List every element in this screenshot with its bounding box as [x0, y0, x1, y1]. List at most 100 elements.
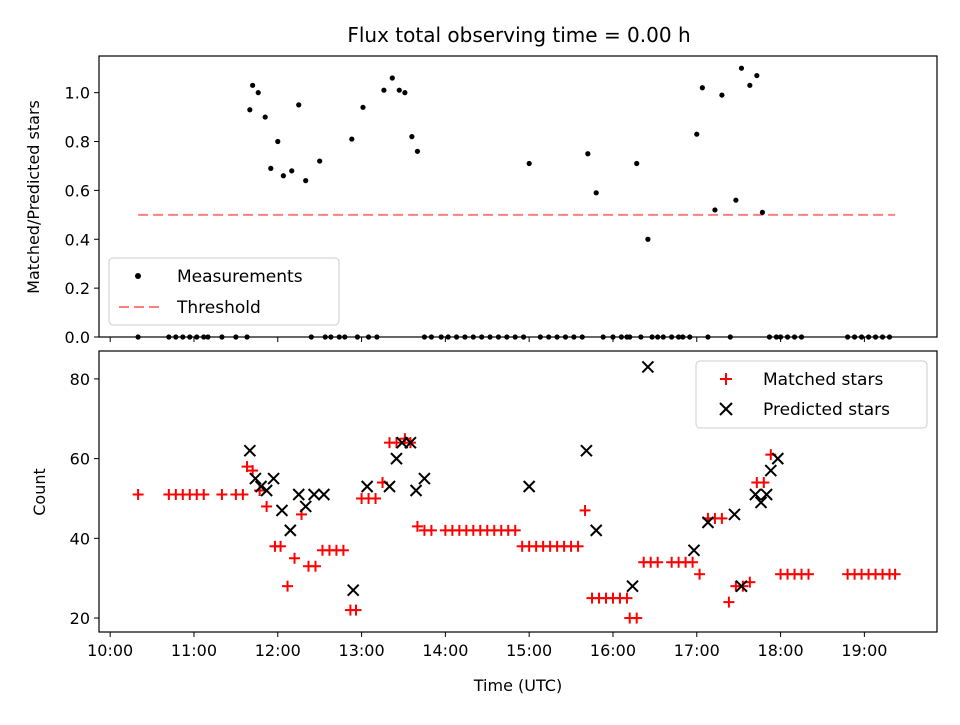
x-tick-label: 14:00 [422, 641, 468, 660]
measurement-point [512, 334, 518, 340]
x-tick-label: 13:00 [339, 641, 385, 660]
bottom-legend: Matched stars Predicted stars [695, 360, 928, 429]
predicted-star-point [390, 452, 403, 465]
measurement-point [354, 334, 360, 340]
predicted-star-point [754, 496, 768, 509]
measurement-point [244, 334, 250, 340]
top-legend-box [108, 257, 340, 326]
measurement-point [470, 334, 476, 340]
measurement-point [546, 334, 552, 340]
matched-star-point [261, 500, 273, 512]
matched-star-point [237, 488, 249, 500]
measurement-point [194, 334, 200, 340]
measurement-point [173, 334, 179, 340]
matched-star-point [370, 492, 382, 504]
predicted-star-point [760, 488, 773, 501]
measurement-point [402, 90, 408, 96]
measurement-point [618, 334, 624, 340]
predicted-star-point [284, 524, 297, 537]
measurement-point [759, 209, 766, 215]
measurement-point [303, 178, 309, 184]
measurement-point [289, 168, 295, 174]
measurement-point [554, 334, 560, 340]
predicted-star-point [317, 488, 331, 501]
measurement-point [777, 334, 784, 340]
x-tick-label: 10:00 [87, 641, 133, 660]
measurement-point [381, 87, 387, 93]
measurement-point [428, 334, 435, 340]
matched-star-point [694, 568, 706, 580]
measurement-point [487, 334, 493, 340]
measurement-point [738, 65, 745, 71]
predicted-star-point [728, 508, 741, 521]
matched-star-point [572, 540, 584, 552]
measurement-point [687, 334, 693, 340]
measurement-point [328, 334, 334, 340]
measurement-point [798, 334, 805, 340]
measurement-point [166, 334, 172, 340]
matched-star-point [687, 556, 699, 568]
matched-star-point [275, 540, 287, 552]
measurement-point [562, 334, 569, 340]
predicted-star-point [701, 516, 715, 529]
measurement-point [250, 82, 256, 88]
chart-title: Flux total observing time = 0.00 h [347, 23, 690, 47]
predicted-star-point [626, 579, 639, 593]
matched-star-point [579, 504, 591, 516]
predicted-star-point [243, 444, 257, 457]
matched-star-point [621, 592, 633, 604]
measurement-point [694, 131, 700, 137]
x-tick-label: 17:00 [674, 641, 720, 660]
measurement-point [886, 334, 893, 340]
measurement-point [865, 334, 872, 340]
measurement-point [638, 334, 644, 340]
measurement-point [495, 334, 502, 340]
bottom-y-axis-label: Count [30, 468, 49, 516]
measurement-point [135, 334, 141, 340]
predicted-star-point [346, 583, 360, 597]
measurement-point [445, 334, 451, 340]
bottom-y-tick-label: 20 [70, 609, 90, 628]
measurement-point [634, 160, 640, 167]
measurement-point [180, 334, 186, 340]
x-tick-label: 12:00 [255, 641, 301, 660]
bottom-plot-area [98, 350, 938, 633]
predicted-star-point [267, 472, 280, 485]
legend-label-matched: Matched stars [763, 370, 883, 390]
matched-star-point [198, 488, 210, 500]
matched-star-point [390, 437, 402, 449]
legend-marker-matched [720, 373, 732, 385]
measurement-point [791, 334, 798, 340]
measurement-points [135, 65, 893, 340]
predicted-star-point [641, 360, 655, 374]
measurement-point [766, 334, 773, 340]
bottom-y-tick-label: 40 [70, 529, 90, 548]
measurement-point [537, 334, 543, 340]
measurement-point [268, 165, 274, 171]
top-y-tick-label: 0.0 [65, 328, 90, 347]
measurement-point [308, 334, 314, 340]
predicted-star-point [687, 544, 701, 557]
measurement-point [585, 151, 591, 157]
x-tick-label: 19:00 [841, 641, 887, 660]
matched-star-point [411, 520, 423, 532]
predicted-star-point [383, 480, 396, 493]
measurement-point [520, 334, 527, 340]
matched-star-point [889, 568, 901, 580]
x-tick-label: 18:00 [758, 641, 804, 660]
measurement-point [504, 334, 510, 340]
predicted-star-point [307, 488, 321, 501]
measurement-point [851, 334, 858, 340]
measurement-point [712, 207, 718, 213]
measurement-point [479, 334, 485, 340]
predicted-star-point [749, 488, 762, 501]
matched-star-point [282, 580, 294, 592]
measurement-point [414, 148, 421, 154]
predicted-star-point [590, 524, 603, 537]
measurement-point [719, 92, 725, 98]
predicted-star-point [522, 480, 536, 493]
measurement-point [374, 334, 380, 340]
measurement-point [280, 173, 286, 179]
